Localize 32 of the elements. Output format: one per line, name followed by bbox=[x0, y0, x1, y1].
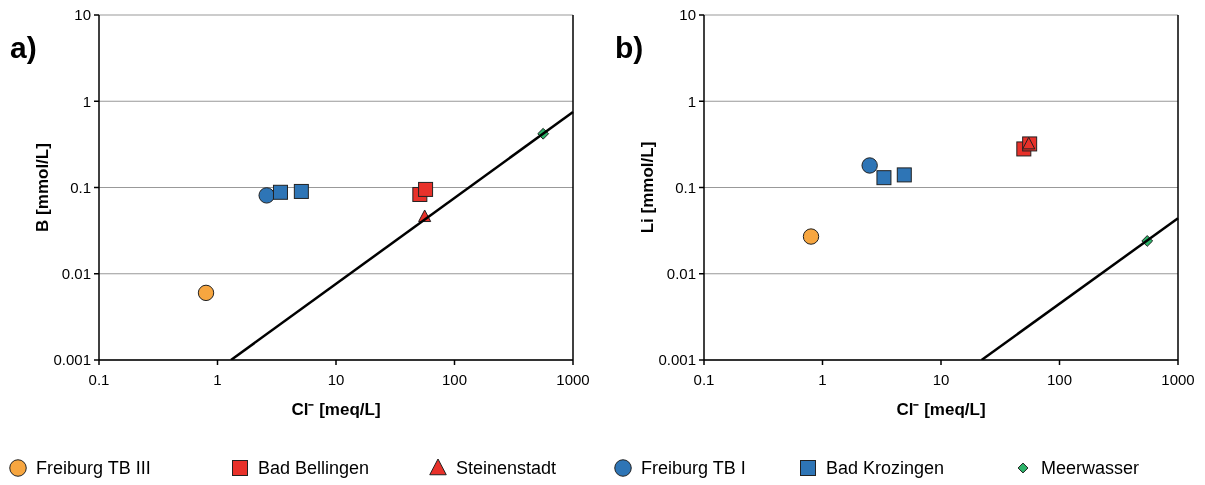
legend-label: Steinenstadt bbox=[456, 458, 557, 479]
x-tick-label: 0.1 bbox=[693, 371, 715, 388]
y-tick-label: 1 bbox=[687, 92, 696, 110]
text: a) bbox=[10, 31, 37, 64]
legend-label: Bad Bellingen bbox=[258, 458, 370, 479]
x-tick-label: 100 bbox=[441, 371, 468, 388]
legend-label: Bad Krozingen bbox=[826, 458, 945, 479]
x-axis-title: Cl⁻ [meq/L] bbox=[896, 400, 986, 419]
y-tick-label: 10 bbox=[679, 6, 696, 24]
x-tick-label: 0.1 bbox=[88, 371, 110, 388]
text: b) bbox=[615, 31, 644, 64]
x-tick-label: 1 bbox=[213, 371, 222, 388]
x-tick-label: 1 bbox=[818, 371, 827, 388]
y-tick-label: 0.1 bbox=[675, 178, 696, 196]
y-tick-label: 10 bbox=[74, 6, 91, 24]
legend-label: Freiburg TB III bbox=[36, 458, 151, 479]
y-tick-label: 0.1 bbox=[70, 178, 91, 196]
legend-label: Freiburg TB I bbox=[641, 458, 746, 479]
x-axis-title: Cl⁻ [meq/L] bbox=[291, 400, 381, 419]
x-tick-label: 1000 bbox=[556, 371, 590, 388]
x-tick-label: 1000 bbox=[1161, 371, 1195, 388]
x-tick-label: 100 bbox=[1046, 371, 1073, 388]
y-axis-title: B [mmol/L] bbox=[33, 143, 52, 232]
y-tick-label: 0.01 bbox=[61, 265, 91, 282]
y-tick-label: 0.001 bbox=[53, 351, 91, 369]
x-tick-label: 10 bbox=[932, 371, 950, 388]
y-axis-title: Li [mmol/L] bbox=[638, 141, 657, 234]
y-tick-label: 0.001 bbox=[658, 351, 696, 369]
legend-label: Meerwasser bbox=[1041, 458, 1140, 479]
y-tick-label: 0.01 bbox=[666, 265, 696, 282]
y-tick-label: 1 bbox=[82, 92, 91, 110]
x-tick-label: 10 bbox=[327, 371, 345, 388]
